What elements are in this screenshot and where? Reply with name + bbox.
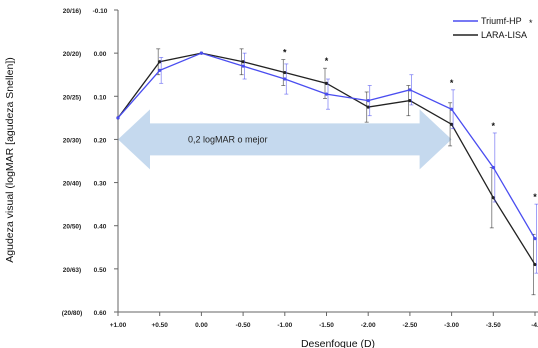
- data-point: [533, 237, 537, 241]
- data-point: [199, 51, 203, 55]
- data-point: [283, 70, 287, 75]
- data-point: [450, 107, 454, 111]
- data-point: [158, 60, 162, 64]
- y-tick-label: 0.10: [94, 94, 107, 101]
- y-tick-label: 0.30: [94, 181, 107, 188]
- x-tick-label: +1.00: [110, 322, 127, 329]
- y-tick-label: -0.10: [93, 8, 108, 15]
- significance-star: *: [533, 192, 537, 202]
- series-lara-lisa: [116, 48, 537, 296]
- data-point: [366, 99, 370, 103]
- y-tick-label: 0.50: [94, 267, 107, 274]
- y-tick-label: 0.60: [94, 310, 107, 317]
- y-axis-label: Agudeza visual (logMAR [agudeza Snellen]…: [4, 57, 16, 262]
- series-triumf-hp: [116, 51, 538, 274]
- range-arrow: [118, 109, 452, 170]
- x-axis-label: Desenfoque (D): [301, 338, 375, 348]
- x-tick-label: 0.00: [195, 322, 208, 329]
- y-tick-label: 0.00: [94, 51, 107, 58]
- x-tick-label: -3.50: [486, 322, 501, 329]
- significance-markers: * * * * *: [283, 48, 537, 203]
- data-point: [533, 262, 537, 267]
- significance-star: *: [325, 56, 329, 66]
- legend-label-lara: LARA-LISA: [481, 30, 527, 40]
- significance-star: *: [492, 121, 496, 131]
- data-point: [408, 88, 412, 92]
- legend: Triumf-HP * LARA-LISA: [453, 16, 533, 40]
- data-point: [241, 64, 245, 68]
- x-tick-label: -3.00: [444, 322, 459, 329]
- x-ticks: +1.00 +0.50 0.00 -0.50 -1.00 -1.50 -2.00 -2.50 -…: [110, 312, 538, 329]
- data-point: [408, 99, 412, 103]
- data-point: [324, 81, 329, 85]
- y-tick-label-snellen: 20/25): [63, 94, 81, 101]
- data-point: [450, 122, 454, 126]
- y-tick-label: 0.20: [94, 137, 107, 144]
- axes: [117, 10, 538, 313]
- data-point: [491, 165, 495, 170]
- data-point: [158, 68, 162, 72]
- data-point: [324, 92, 329, 96]
- annotation-layer: 0,2 logMAR o mejor: [118, 109, 452, 170]
- data-point: [283, 77, 287, 81]
- x-tick-label: -0.50: [236, 322, 251, 329]
- legend-star: *: [529, 18, 533, 28]
- significance-star: *: [450, 78, 454, 88]
- y-tick-label-snellen: 20/63): [63, 267, 81, 274]
- significance-star: *: [283, 48, 287, 58]
- y-tick-label-snellen: 20/16): [63, 8, 81, 15]
- y-tick-label-snellen: 20/30): [63, 137, 81, 144]
- y-tick-label-snellen: 20/20): [63, 51, 81, 58]
- y-tick-label-snellen: (20/80): [62, 310, 83, 317]
- data-point: [366, 105, 370, 109]
- x-tick-label: -2.50: [402, 322, 417, 329]
- y-tick-label-snellen: 20/40): [63, 181, 81, 188]
- series-layer: [116, 48, 538, 296]
- data-point: [491, 196, 495, 200]
- y-ticks: 20/16) -0.10 20/20) 0.00 20/25) 0.10 20/30) 0.2…: [62, 8, 118, 317]
- x-tick-label: -4.: [531, 322, 538, 329]
- legend-label-triumf: Triumf-HP: [481, 16, 522, 26]
- y-tick-label: 0.40: [94, 224, 107, 231]
- annotation-text: 0,2 logMAR o mejor: [188, 134, 268, 144]
- y-tick-label-snellen: 20/50): [63, 224, 81, 231]
- data-point: [241, 60, 245, 64]
- x-tick-label: -1.00: [277, 322, 292, 329]
- data-point: [116, 116, 120, 120]
- x-tick-label: -1.50: [319, 322, 334, 329]
- x-tick-label: +0.50: [151, 322, 168, 329]
- x-tick-label: -2.00: [361, 322, 376, 329]
